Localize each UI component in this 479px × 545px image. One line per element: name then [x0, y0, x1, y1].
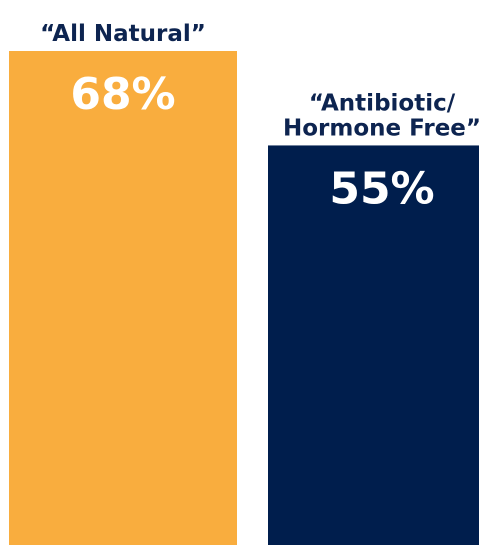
bar-all-natural — [9, 51, 237, 545]
category-label-line: Hormone Free” — [283, 115, 479, 141]
category-label-all-natural: “All Natural” — [40, 21, 206, 47]
category-label-line: “Antibiotic/ — [309, 90, 456, 116]
value-label-antibiotic-hormone-free: 55% — [329, 163, 434, 214]
category-label-line: “All Natural” — [40, 21, 206, 47]
labels-group: 68% “All Natural” 55% “Antibiotic/Hormone F… — [40, 21, 479, 214]
category-label-antibiotic-hormone-free: “Antibiotic/Hormone Free” — [283, 90, 479, 141]
bars-group — [9, 51, 479, 545]
bar-antibiotic-hormone-free — [268, 145, 479, 545]
value-label-all-natural: 68% — [70, 69, 175, 120]
